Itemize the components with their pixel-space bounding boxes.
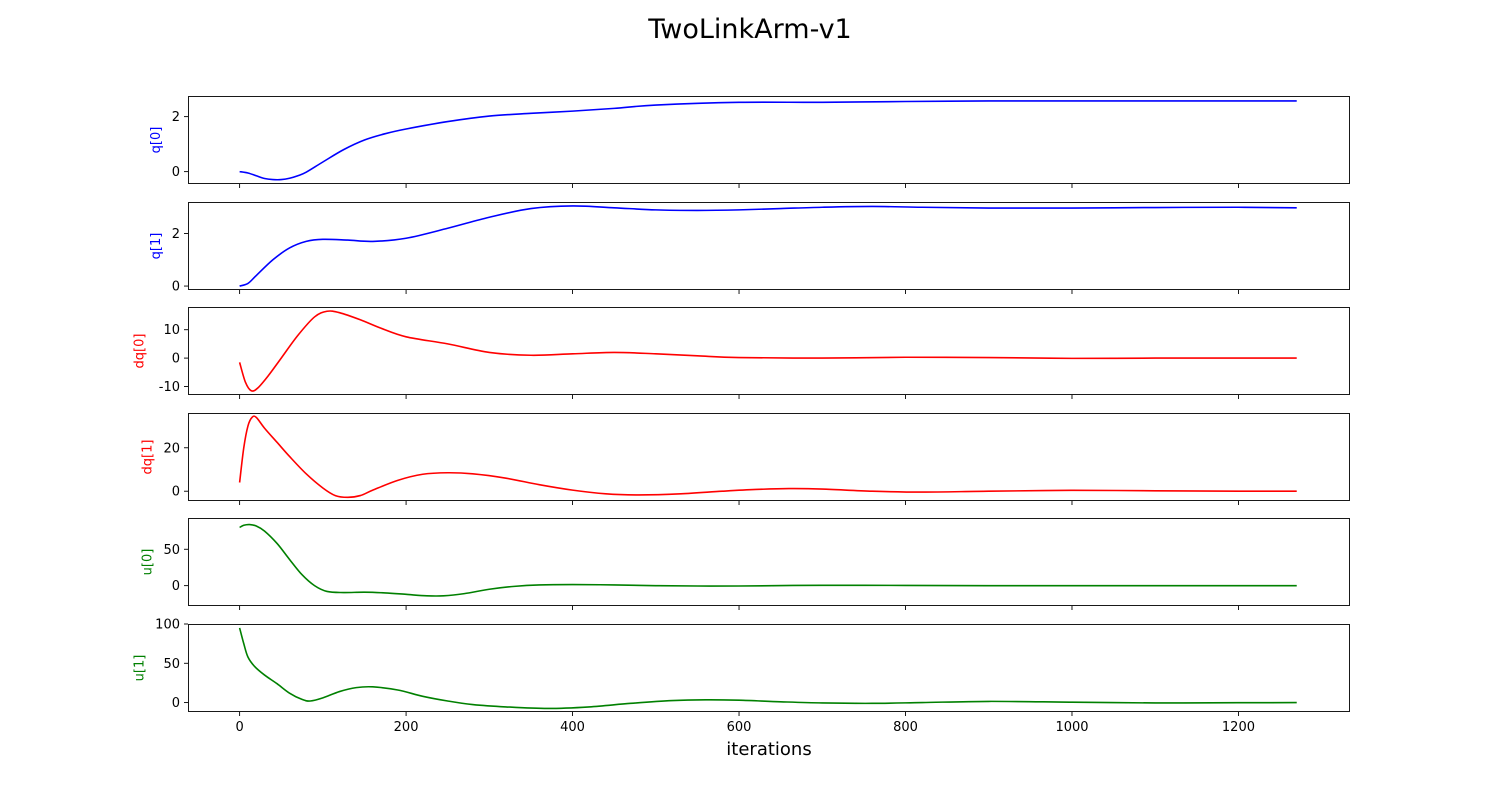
- y-tick-label-0-0: 0: [172, 165, 180, 180]
- y-axis-label-1: q[1]: [149, 233, 164, 260]
- y-tick-label-2-0: -10: [159, 380, 180, 395]
- axes-frame-4: [188, 518, 1350, 606]
- x-tick-label-5: 1000: [1055, 720, 1088, 735]
- series-line-1-0: [239, 205, 1297, 287]
- subplot-2: -10 0 10 dq[0]: [132, 307, 1350, 399]
- subplot-3: 0 20 dq[1]: [141, 413, 1350, 505]
- y-tick-label-5-0: 0: [172, 696, 180, 711]
- y-axis-label-0: q[0]: [149, 127, 164, 154]
- y-tick-label-3-1: 20: [163, 441, 180, 456]
- y-tick-label-4-0: 0: [172, 579, 180, 594]
- y-axis-label-4: u[0]: [141, 549, 156, 576]
- y-tick-label-1-1: 2: [172, 227, 180, 242]
- x-tick-label-0: 0: [235, 720, 243, 735]
- y-tick-label-2-1: 0: [172, 352, 180, 367]
- x-tick-label-3: 600: [727, 720, 752, 735]
- figure-title: TwoLinkArm-v1: [647, 14, 852, 45]
- series-line-3-0: [238, 415, 1297, 499]
- series-line-4-0: [239, 523, 1297, 597]
- x-tick-label-4: 800: [893, 720, 918, 735]
- y-tick-label-4-1: 50: [163, 543, 180, 558]
- series-line-0-0: [239, 100, 1297, 181]
- subplot-0: 0 2 q[0]: [149, 96, 1350, 188]
- axes-frame-3: [188, 413, 1350, 501]
- y-axis-label-3: dq[1]: [141, 440, 156, 475]
- y-tick-label-5-1: 50: [163, 657, 180, 672]
- axes-frame-0: [188, 96, 1350, 184]
- x-axis-label: iterations: [726, 739, 811, 760]
- axes-frame-5: [188, 624, 1350, 712]
- subplot-panels: 0 2 q[0] 0 2 q[1] -10 0 10 dq[0] 0 20 dq[1] 0 50 u[0] 0 5…: [132, 96, 1350, 735]
- series-line-5-0: [238, 627, 1297, 710]
- y-tick-label-0-1: 2: [172, 110, 180, 125]
- y-tick-label-1-0: 0: [172, 280, 180, 295]
- y-axis-label-5: u[1]: [132, 655, 147, 682]
- y-tick-label-5-2: 100: [155, 618, 180, 633]
- y-tick-label-2-2: 10: [163, 323, 180, 338]
- series-line-2-0: [238, 310, 1297, 392]
- x-tick-label-2: 400: [560, 720, 585, 735]
- subplot-4: 0 50 u[0]: [141, 518, 1350, 610]
- y-tick-label-3-0: 0: [172, 485, 180, 500]
- x-tick-label-6: 1200: [1222, 720, 1255, 735]
- subplot-1: 0 2 q[1]: [149, 202, 1350, 295]
- axes-frame-1: [188, 202, 1350, 290]
- axes-frame-2: [188, 307, 1350, 395]
- x-tick-label-1: 200: [394, 720, 419, 735]
- y-axis-label-2: dq[0]: [132, 334, 147, 369]
